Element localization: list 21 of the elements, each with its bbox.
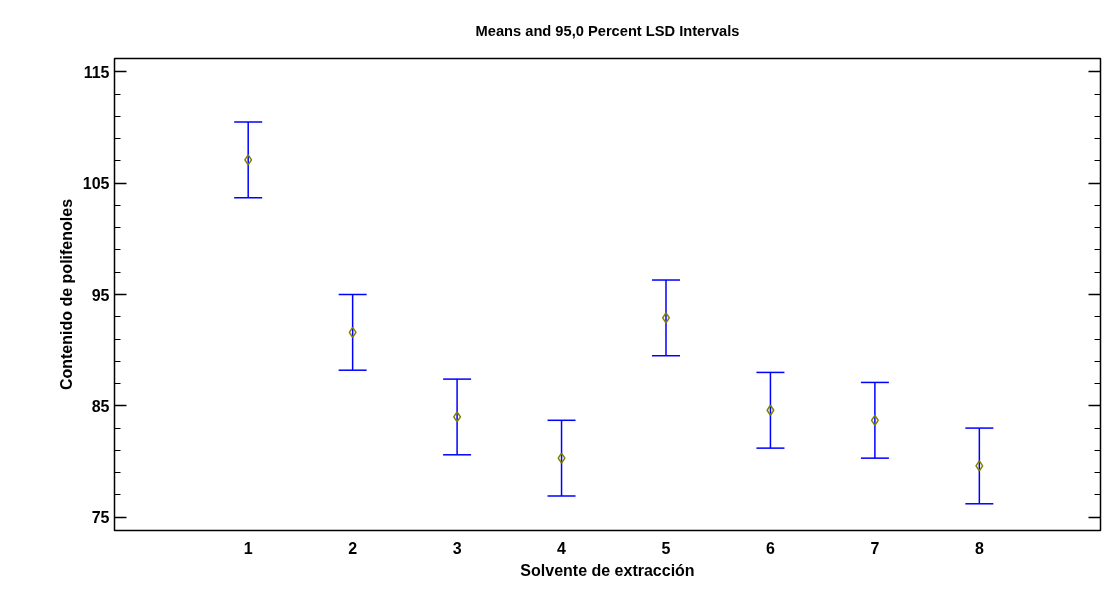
- point: [453, 411, 462, 423]
- x-tick-label: 3: [452, 539, 462, 557]
- y-tick-label: 115: [83, 63, 110, 81]
- point: [557, 452, 566, 464]
- x-tick-label: 1: [243, 539, 253, 557]
- x-tick-label: 6: [765, 539, 775, 557]
- y-tick-label: 85: [91, 397, 110, 415]
- point: [661, 312, 671, 324]
- x-tick-label: 8: [974, 539, 984, 557]
- point: [244, 154, 253, 166]
- y-axis-title: Contenido de polifenoles: [57, 198, 75, 391]
- y-tick-label: 105: [82, 175, 110, 193]
- x-axis-title: Solvente de extracción: [520, 561, 695, 579]
- x-tick-label: 5: [661, 539, 671, 557]
- y-tick-label: 95: [91, 286, 110, 304]
- point: [975, 460, 984, 472]
- x-tick-label: 4: [557, 539, 567, 557]
- y-tick-label: 75: [91, 509, 110, 527]
- x-tick-label: 7: [870, 539, 880, 557]
- x-tick-label: 2: [348, 539, 358, 557]
- chart-title: Means and 95,0 Percent LSD Intervals: [475, 22, 740, 39]
